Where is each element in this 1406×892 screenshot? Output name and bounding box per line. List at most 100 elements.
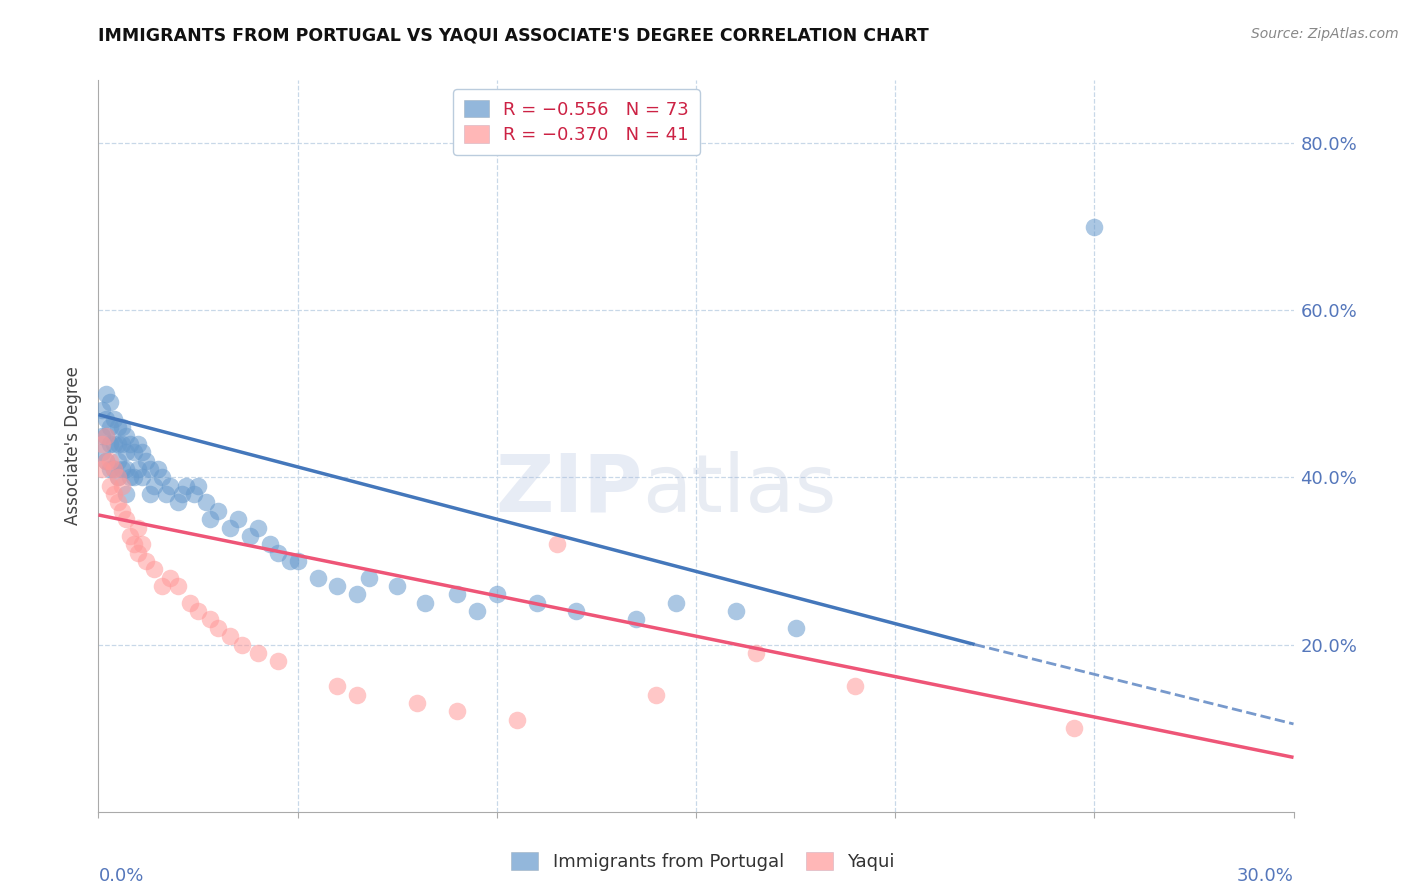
Point — [115, 462, 138, 476]
Point — [100, 479, 122, 493]
Point — [91, 462, 114, 476]
Point — [239, 529, 262, 543]
Text: Source: ZipAtlas.com: Source: ZipAtlas.com — [1251, 27, 1399, 41]
Point — [226, 512, 249, 526]
Legend: R = −0.556   N = 73, R = −0.370   N = 41: R = −0.556 N = 73, R = −0.370 N = 41 — [453, 89, 700, 155]
Point — [278, 554, 301, 568]
Point — [287, 554, 309, 568]
Point — [187, 604, 209, 618]
Point — [326, 579, 349, 593]
Point — [148, 462, 170, 476]
Point — [198, 512, 221, 526]
Point — [103, 437, 125, 451]
Point — [207, 504, 229, 518]
Point — [120, 437, 142, 451]
Point — [127, 545, 149, 559]
Point — [139, 487, 162, 501]
Point — [111, 504, 134, 518]
Point — [96, 453, 118, 467]
Point — [120, 529, 142, 543]
Point — [385, 579, 409, 593]
Point — [115, 445, 138, 459]
Point — [267, 654, 290, 668]
Point — [346, 688, 368, 702]
Point — [413, 596, 436, 610]
Point — [195, 495, 218, 509]
Point — [167, 579, 190, 593]
Point — [135, 554, 157, 568]
Point — [143, 479, 166, 493]
Point — [406, 696, 429, 710]
Point — [183, 487, 205, 501]
Point — [96, 386, 118, 401]
Point — [267, 545, 290, 559]
Point — [91, 445, 114, 459]
Point — [96, 428, 118, 442]
Point — [745, 646, 768, 660]
Point — [187, 479, 209, 493]
Point — [131, 470, 153, 484]
Point — [100, 437, 122, 451]
Point — [115, 512, 138, 526]
Text: atlas: atlas — [643, 450, 837, 529]
Point — [131, 445, 153, 459]
Point — [219, 520, 242, 534]
Point — [115, 487, 138, 501]
Point — [246, 646, 269, 660]
Point — [111, 462, 134, 476]
Point — [96, 428, 118, 442]
Point — [198, 612, 221, 626]
Point — [107, 470, 129, 484]
Point — [100, 462, 122, 476]
Point — [665, 596, 688, 610]
Point — [465, 604, 488, 618]
Point — [1063, 721, 1085, 735]
Point — [124, 537, 146, 551]
Point — [150, 470, 173, 484]
Point — [135, 453, 157, 467]
Point — [111, 437, 134, 451]
Point — [111, 420, 134, 434]
Point — [207, 621, 229, 635]
Text: ZIP: ZIP — [495, 450, 643, 529]
Point — [506, 713, 529, 727]
Point — [124, 445, 146, 459]
Point — [107, 470, 129, 484]
Point — [150, 579, 173, 593]
Point — [626, 612, 648, 626]
Legend: Immigrants from Portugal, Yaqui: Immigrants from Portugal, Yaqui — [503, 846, 903, 879]
Y-axis label: Associate's Degree: Associate's Degree — [65, 367, 83, 525]
Point — [100, 453, 122, 467]
Point — [645, 688, 668, 702]
Point — [120, 470, 142, 484]
Point — [167, 495, 190, 509]
Text: IMMIGRANTS FROM PORTUGAL VS YAQUI ASSOCIATE'S DEGREE CORRELATION CHART: IMMIGRANTS FROM PORTUGAL VS YAQUI ASSOCI… — [98, 27, 929, 45]
Point — [124, 470, 146, 484]
Point — [96, 453, 118, 467]
Point — [131, 537, 153, 551]
Point — [107, 453, 129, 467]
Point — [127, 437, 149, 451]
Point — [219, 629, 242, 643]
Point — [155, 487, 177, 501]
Point — [103, 412, 125, 426]
Point — [103, 487, 125, 501]
Point — [546, 537, 568, 551]
Point — [107, 420, 129, 434]
Point — [346, 587, 368, 601]
Point — [174, 479, 197, 493]
Point — [326, 679, 349, 693]
Point — [446, 705, 468, 719]
Point — [107, 495, 129, 509]
Point — [526, 596, 548, 610]
Point — [259, 537, 281, 551]
Point — [143, 562, 166, 576]
Point — [91, 437, 114, 451]
Point — [231, 638, 253, 652]
Point — [127, 520, 149, 534]
Point — [485, 587, 508, 601]
Point — [172, 487, 194, 501]
Point — [91, 403, 114, 417]
Point — [139, 462, 162, 476]
Point — [179, 596, 201, 610]
